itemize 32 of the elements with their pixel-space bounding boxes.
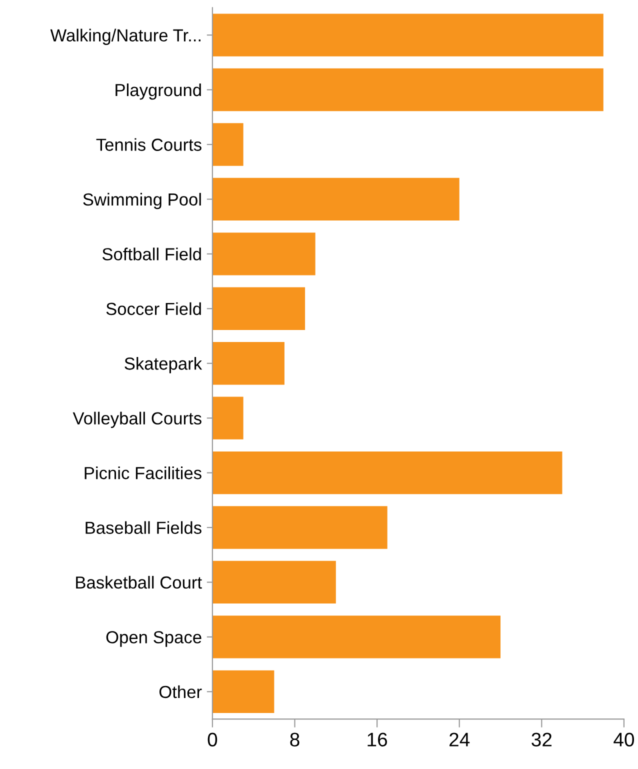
y-tick-label: Other bbox=[159, 685, 202, 698]
y-tick-label: Skatepark bbox=[124, 357, 202, 374]
y-tick-label: Picnic Facilities bbox=[84, 466, 202, 480]
bar bbox=[212, 451, 562, 494]
x-tick-label: 16 bbox=[368, 732, 388, 746]
x-tick-label: 40 bbox=[614, 732, 634, 746]
x-tick-label: 0 bbox=[208, 732, 218, 746]
x-tick-label: 8 bbox=[290, 732, 300, 746]
y-tick-label: Open Space bbox=[106, 631, 202, 647]
bar bbox=[212, 287, 306, 330]
y-tick-label: Swimming Pool bbox=[83, 192, 201, 210]
bar bbox=[212, 616, 501, 658]
x-tick-label: 32 bbox=[532, 732, 552, 746]
y-tick-label: Basketball Court bbox=[76, 576, 202, 589]
y-tick-label: Playground bbox=[116, 83, 201, 100]
y-tick-label: Walking/Nature Tr... bbox=[50, 28, 200, 45]
y-tick-label: Baseball Fields bbox=[86, 521, 202, 534]
bar bbox=[212, 342, 284, 385]
bar bbox=[212, 68, 604, 112]
bar bbox=[212, 178, 460, 221]
y-tick-label: Soccer Field bbox=[106, 302, 201, 316]
bar bbox=[212, 670, 274, 713]
x-tick-label: 24 bbox=[450, 732, 470, 746]
bar bbox=[212, 506, 388, 549]
bar bbox=[212, 396, 244, 440]
bar bbox=[212, 560, 336, 604]
bar bbox=[212, 123, 244, 166]
y-tick-label: Volleyball Courts bbox=[72, 412, 202, 428]
y-tick-label: Tennis Courts bbox=[96, 138, 202, 151]
bar bbox=[212, 14, 604, 56]
y-tick-label: Softball Field bbox=[102, 248, 201, 260]
bar bbox=[212, 232, 316, 276]
